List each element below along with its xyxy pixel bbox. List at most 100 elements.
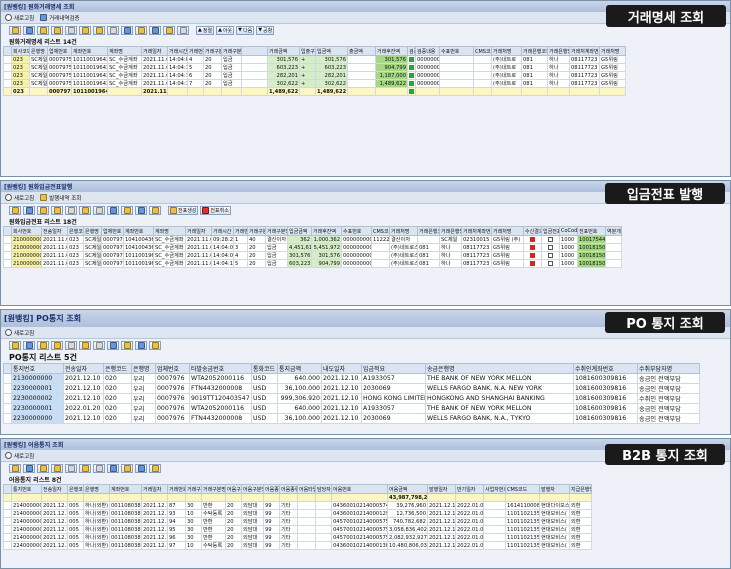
filter-button[interactable] <box>23 340 35 350</box>
row-selector[interactable] <box>3 517 12 526</box>
row-selector[interactable] <box>3 87 12 96</box>
column-header[interactable]: 거래처명 <box>389 226 418 236</box>
column-header[interactable]: 업체번호 <box>155 363 190 374</box>
select-all-cell[interactable] <box>3 484 12 494</box>
column-header[interactable]: 출금액 <box>347 46 376 56</box>
column-header[interactable]: 만기일자 <box>455 484 484 494</box>
column-header[interactable]: 검증내용 <box>415 46 440 56</box>
column-header[interactable]: 거래시간 <box>167 46 188 56</box>
column-header[interactable]: 발행자 <box>539 484 570 494</box>
column-header[interactable]: 거래일자 <box>141 46 168 56</box>
table-row[interactable]: 21400000002021.12.10005하나(외환)00110803802… <box>3 509 592 518</box>
column-header[interactable]: 거래은행명 <box>547 46 570 56</box>
column-header[interactable]: 거래금액 <box>267 46 300 56</box>
column-header[interactable]: 지급은행명 <box>569 484 592 494</box>
column-header[interactable]: 계좌명 <box>153 226 186 236</box>
column-header[interactable]: 입금액 <box>315 46 348 56</box>
table-row[interactable]: 21400000002021.12.10005하나(외환)00110803802… <box>3 501 592 510</box>
column-header[interactable]: 수취부담자명 <box>637 363 700 374</box>
table-row[interactable]: 21000000062021.11.01023SC제일0007975101100… <box>3 259 622 268</box>
refresh-button[interactable]: 새로고침 <box>5 452 34 460</box>
table-row[interactable]: 2230000001 2021.12.10 020 우리 0007976 FTN44320… <box>3 383 700 394</box>
column-header[interactable]: 입금금액 <box>287 226 312 236</box>
column-header[interactable]: 거래처명 <box>599 46 626 56</box>
column-header[interactable]: 통지번호 <box>11 363 64 374</box>
refresh-button[interactable]: 새로고침 <box>5 14 34 22</box>
column-header[interactable]: 계좌번호 <box>123 226 154 236</box>
sum-row[interactable]: 43,987,798,239 <box>3 493 592 502</box>
export-button[interactable] <box>121 340 133 350</box>
issued-history-button[interactable]: 발행내역 조회 <box>40 194 81 202</box>
column-header[interactable]: 송금은행명 <box>425 363 574 374</box>
out-button[interactable]: ▲ 아웃 <box>216 25 235 35</box>
column-header[interactable]: 은행코드 <box>67 484 84 494</box>
sort-asc-button[interactable] <box>37 25 49 35</box>
table-row[interactable]: 023 SC제일 0007975 10110019643 SC_수금계좌 2021.11.… <box>3 55 626 64</box>
table-row[interactable]: 023 SC제일 0007975 10110019643 SC_수금계좌 2021.11.… <box>3 63 626 72</box>
column-header[interactable]: 입금적요 <box>361 363 426 374</box>
column-header[interactable]: 어음번호 <box>331 484 388 494</box>
export-button[interactable] <box>121 205 133 215</box>
column-header[interactable]: 수신결과 <box>523 226 542 236</box>
column-header[interactable]: 통지번호 <box>11 484 42 494</box>
export-button[interactable] <box>121 463 133 473</box>
views-button[interactable] <box>107 463 119 473</box>
column-header[interactable]: 어음구분 <box>225 484 242 494</box>
column-header[interactable]: 입금전표 <box>541 226 560 236</box>
row-selector[interactable] <box>3 373 12 384</box>
column-header[interactable]: 통지금액 <box>277 363 322 374</box>
table-row[interactable]: 21400000002021.12.10005하나(외환)00110803802… <box>3 525 592 534</box>
column-header[interactable]: 전송일자 <box>63 363 104 374</box>
column-header[interactable]: 거래후잔액 <box>311 226 342 236</box>
column-header[interactable]: 은행명 <box>83 226 102 236</box>
column-header[interactable]: 거래일자 <box>141 484 168 494</box>
column-header[interactable]: 사업자번호 <box>483 484 506 494</box>
column-header[interactable]: 검증 <box>407 46 416 56</box>
slip-checkbox[interactable] <box>548 236 553 242</box>
find-button[interactable] <box>65 340 77 350</box>
sort-desc-button[interactable] <box>51 205 63 215</box>
details-button[interactable] <box>9 463 21 473</box>
column-header[interactable]: 은행명 <box>29 46 48 56</box>
filter-button[interactable] <box>23 205 35 215</box>
row-selector[interactable] <box>3 71 12 80</box>
column-header[interactable]: 전표번호 <box>577 226 606 236</box>
print-button[interactable] <box>93 463 105 473</box>
column-header[interactable]: 수표번호 <box>439 46 474 56</box>
row-selector[interactable] <box>3 493 12 502</box>
row-selector[interactable] <box>3 403 12 414</box>
column-header[interactable]: 계좌번호 <box>71 46 108 56</box>
cancel-slip-button[interactable]: 전표취소 <box>200 205 231 215</box>
column-header[interactable]: 거래처계좌번호 <box>461 226 492 236</box>
layout-button[interactable] <box>135 205 147 215</box>
column-header[interactable]: 어음타입 <box>297 484 316 494</box>
column-header[interactable]: 거래일자 <box>185 226 212 236</box>
column-header[interactable]: 업체번호 <box>47 46 72 56</box>
column-header[interactable]: CMS코드 <box>371 226 390 236</box>
column-header[interactable]: 거래구분 <box>185 484 202 494</box>
refresh-button[interactable]: 새로고침 <box>5 194 34 202</box>
details-button[interactable] <box>9 25 21 35</box>
select-all-cell[interactable] <box>3 46 12 56</box>
column-header[interactable]: 거래번호 <box>187 46 204 56</box>
print-button[interactable] <box>93 205 105 215</box>
row-selector[interactable] <box>3 533 12 542</box>
table-row[interactable]: 21000000022021.11.01023SC제일0007975104100… <box>3 235 622 244</box>
layout-button[interactable] <box>135 340 147 350</box>
column-header[interactable]: CoCode <box>559 226 578 236</box>
row-selector[interactable] <box>3 79 12 88</box>
column-header[interactable]: 거래후잔액 <box>375 46 408 56</box>
column-header[interactable] <box>241 46 268 56</box>
row-selector[interactable] <box>3 541 12 550</box>
refresh-button[interactable]: 새로고침 <box>5 329 34 337</box>
column-header[interactable]: 수표번호 <box>341 226 372 236</box>
column-header[interactable]: 거래구분 <box>203 46 222 56</box>
slip-checkbox[interactable] <box>548 244 553 250</box>
filter-button[interactable] <box>23 25 35 35</box>
table-row[interactable]: 2130000000 2021.12.10 020 우리 0007976 WTA20520… <box>3 373 700 384</box>
table-row[interactable]: 21000000042021.11.01023SC제일0007975104100… <box>3 243 622 252</box>
column-header[interactable]: 전송일자 <box>41 484 68 494</box>
views-button[interactable] <box>107 340 119 350</box>
column-header[interactable]: 전송일자 <box>41 226 68 236</box>
column-header[interactable]: 내도일자 <box>321 363 362 374</box>
